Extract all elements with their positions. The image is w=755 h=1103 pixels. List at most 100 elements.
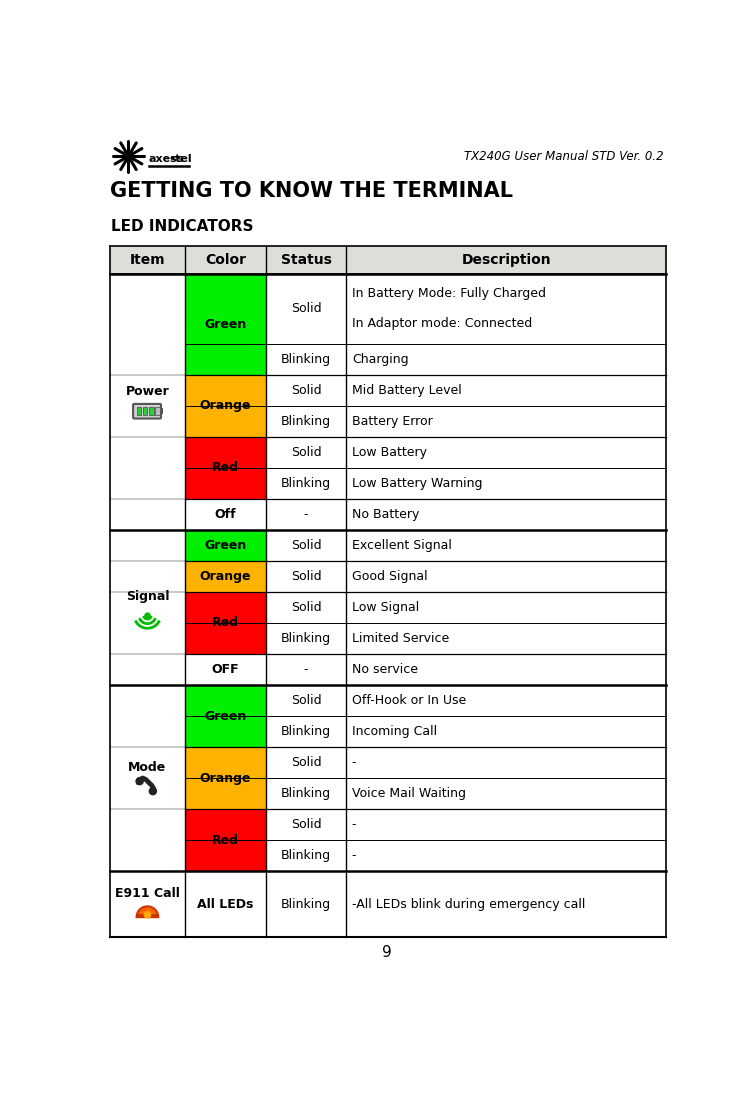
Text: Limited Service: Limited Service [352, 632, 449, 645]
Bar [110, 375, 185, 406]
Bar [185, 747, 266, 778]
Text: In Battery Mode: Fully Charged

In Adaptor mode: Connected: In Battery Mode: Fully Charged In Adapto… [352, 288, 546, 331]
Bar [185, 778, 266, 810]
Bar [110, 747, 185, 778]
Circle shape [143, 911, 151, 919]
Text: Good Signal: Good Signal [352, 570, 427, 583]
Circle shape [135, 777, 144, 785]
Bar [110, 344, 185, 375]
Bar [347, 840, 667, 871]
Text: Blinking: Blinking [281, 476, 331, 490]
Text: Blinking: Blinking [281, 632, 331, 645]
Text: TX240G User Manual STD Ver. 0.2: TX240G User Manual STD Ver. 0.2 [464, 150, 664, 163]
Bar [149, 407, 153, 415]
Bar [347, 778, 667, 810]
Bar [110, 468, 185, 499]
Text: Low Battery Warning: Low Battery Warning [352, 476, 482, 490]
Bar [266, 344, 347, 375]
Bar [347, 437, 667, 468]
Bar [185, 840, 266, 871]
Text: Orange: Orange [199, 570, 251, 583]
Bar [185, 529, 266, 561]
Bar [347, 871, 667, 938]
Bar [110, 499, 185, 529]
Bar [266, 468, 347, 499]
Text: -: - [352, 849, 356, 863]
Wedge shape [137, 907, 159, 918]
Bar [160, 408, 163, 415]
Bar [347, 747, 667, 778]
Circle shape [149, 786, 157, 795]
Bar [347, 561, 667, 592]
Bar [110, 529, 185, 561]
Text: Low Signal: Low Signal [352, 601, 419, 614]
Text: Green: Green [204, 318, 246, 331]
Bar [266, 685, 347, 716]
Text: LED INDICATORS: LED INDICATORS [112, 219, 254, 234]
Text: E911 Call: E911 Call [115, 887, 180, 900]
Bar [110, 685, 185, 716]
Bar [185, 685, 266, 716]
Bar [110, 561, 185, 592]
Bar [137, 407, 141, 415]
Bar [266, 561, 347, 592]
Text: Red: Red [212, 617, 239, 630]
Bar [110, 623, 185, 654]
Bar [347, 716, 667, 747]
Text: Green: Green [204, 539, 246, 552]
Bar [266, 840, 347, 871]
Text: Item: Item [130, 254, 165, 267]
Bar [185, 871, 266, 938]
Text: GETTING TO KNOW THE TERMINAL: GETTING TO KNOW THE TERMINAL [110, 181, 513, 201]
Bar [266, 623, 347, 654]
Text: Excellent Signal: Excellent Signal [352, 539, 451, 552]
Text: Solid: Solid [291, 446, 322, 459]
Text: Solid: Solid [291, 570, 322, 583]
Bar [266, 654, 347, 685]
Bar [266, 406, 347, 437]
Bar [185, 561, 266, 592]
Bar [185, 468, 266, 499]
Bar [347, 654, 667, 685]
Bar [185, 810, 266, 840]
Text: -: - [352, 756, 356, 769]
Text: Red: Red [212, 461, 239, 474]
Bar [110, 716, 185, 747]
Bar [266, 274, 347, 344]
Text: Green: Green [204, 709, 246, 722]
Text: Color: Color [205, 254, 246, 267]
Text: Mode: Mode [128, 761, 167, 774]
Text: Charging: Charging [352, 353, 408, 366]
Text: All LEDs: All LEDs [197, 898, 254, 911]
Text: Solid: Solid [291, 601, 322, 614]
Bar [137, 914, 159, 918]
Bar [185, 716, 266, 747]
Bar [347, 274, 667, 344]
Text: Mid Battery Level: Mid Battery Level [352, 384, 461, 397]
Text: Solid: Solid [291, 302, 322, 315]
Text: Blinking: Blinking [281, 898, 331, 911]
Bar [185, 344, 266, 375]
Text: Blinking: Blinking [281, 788, 331, 800]
Bar [185, 274, 266, 344]
Bar [266, 592, 347, 623]
Bar [266, 810, 347, 840]
FancyBboxPatch shape [133, 404, 161, 418]
Bar [266, 871, 347, 938]
Text: Signal: Signal [125, 590, 169, 603]
Text: No Battery: No Battery [352, 507, 419, 521]
Bar [347, 499, 667, 529]
Bar [110, 654, 185, 685]
Bar [110, 592, 185, 623]
Text: Solid: Solid [291, 694, 322, 707]
Text: Blinking: Blinking [281, 353, 331, 366]
Text: Power: Power [125, 385, 169, 398]
Bar [110, 274, 185, 344]
Bar [347, 685, 667, 716]
Text: Solid: Solid [291, 756, 322, 769]
Text: •tel: •tel [169, 154, 193, 164]
Text: Red: Red [212, 834, 239, 847]
Text: Battery Error: Battery Error [352, 415, 433, 428]
Bar [266, 437, 347, 468]
Text: Blinking: Blinking [281, 415, 331, 428]
